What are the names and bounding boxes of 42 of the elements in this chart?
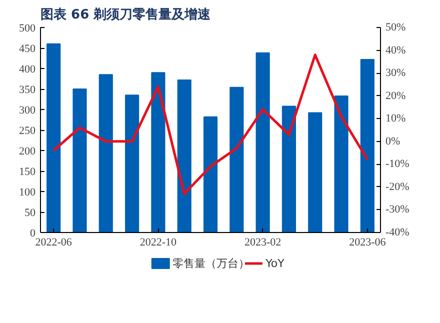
bar <box>177 79 192 232</box>
y2-tick-label: -10% <box>386 158 410 170</box>
bar <box>46 43 61 232</box>
chart-title: 图表 66 剃须刀零售量及增速 <box>40 6 212 22</box>
bar <box>98 74 113 232</box>
x-tick-label: 2022-06 <box>35 236 72 248</box>
y-tick-label: 300 <box>19 104 36 116</box>
y-tick-label: 100 <box>19 186 36 198</box>
y-tick-label: 150 <box>19 166 36 178</box>
y2-tick-label: 10% <box>386 112 406 125</box>
y-tick-label: 50 <box>24 207 36 219</box>
y-tick-label: 450 <box>19 43 36 55</box>
x-tick-label: 2022-10 <box>140 236 178 248</box>
legend-label: 零售量（万台） <box>172 257 250 270</box>
y-tick-label: 350 <box>19 84 36 96</box>
bar <box>151 72 166 232</box>
y2-tick-label: -30% <box>386 204 410 216</box>
bar <box>125 94 140 232</box>
x-tick-label: 2023-06 <box>349 236 386 248</box>
y2-tick-label: 50% <box>386 22 406 34</box>
y2-tick-label: 30% <box>386 67 406 80</box>
y2-tick-label: 40% <box>386 44 406 56</box>
y2-tick-label: 20% <box>386 90 406 102</box>
bar <box>308 112 322 232</box>
y-tick-label: 0 <box>30 228 36 240</box>
bar <box>282 106 296 232</box>
legend-label: YoY <box>264 257 285 270</box>
y-tick-label: 500 <box>19 22 36 34</box>
y2-tick-label: -40% <box>386 226 410 238</box>
x-tick-label: 2023-02 <box>244 236 282 248</box>
y-tick-label: 400 <box>19 64 36 76</box>
bar <box>230 86 244 232</box>
y-tick-label: 250 <box>19 125 36 137</box>
bar <box>334 95 348 232</box>
bar <box>256 52 270 232</box>
bar <box>203 116 218 232</box>
bar <box>72 88 87 232</box>
y2-tick-label: 0% <box>386 135 400 148</box>
y-tick-label: 200 <box>19 146 36 158</box>
line-series <box>52 54 369 196</box>
y2-tick-label: -20% <box>386 180 410 193</box>
bar <box>360 58 374 232</box>
